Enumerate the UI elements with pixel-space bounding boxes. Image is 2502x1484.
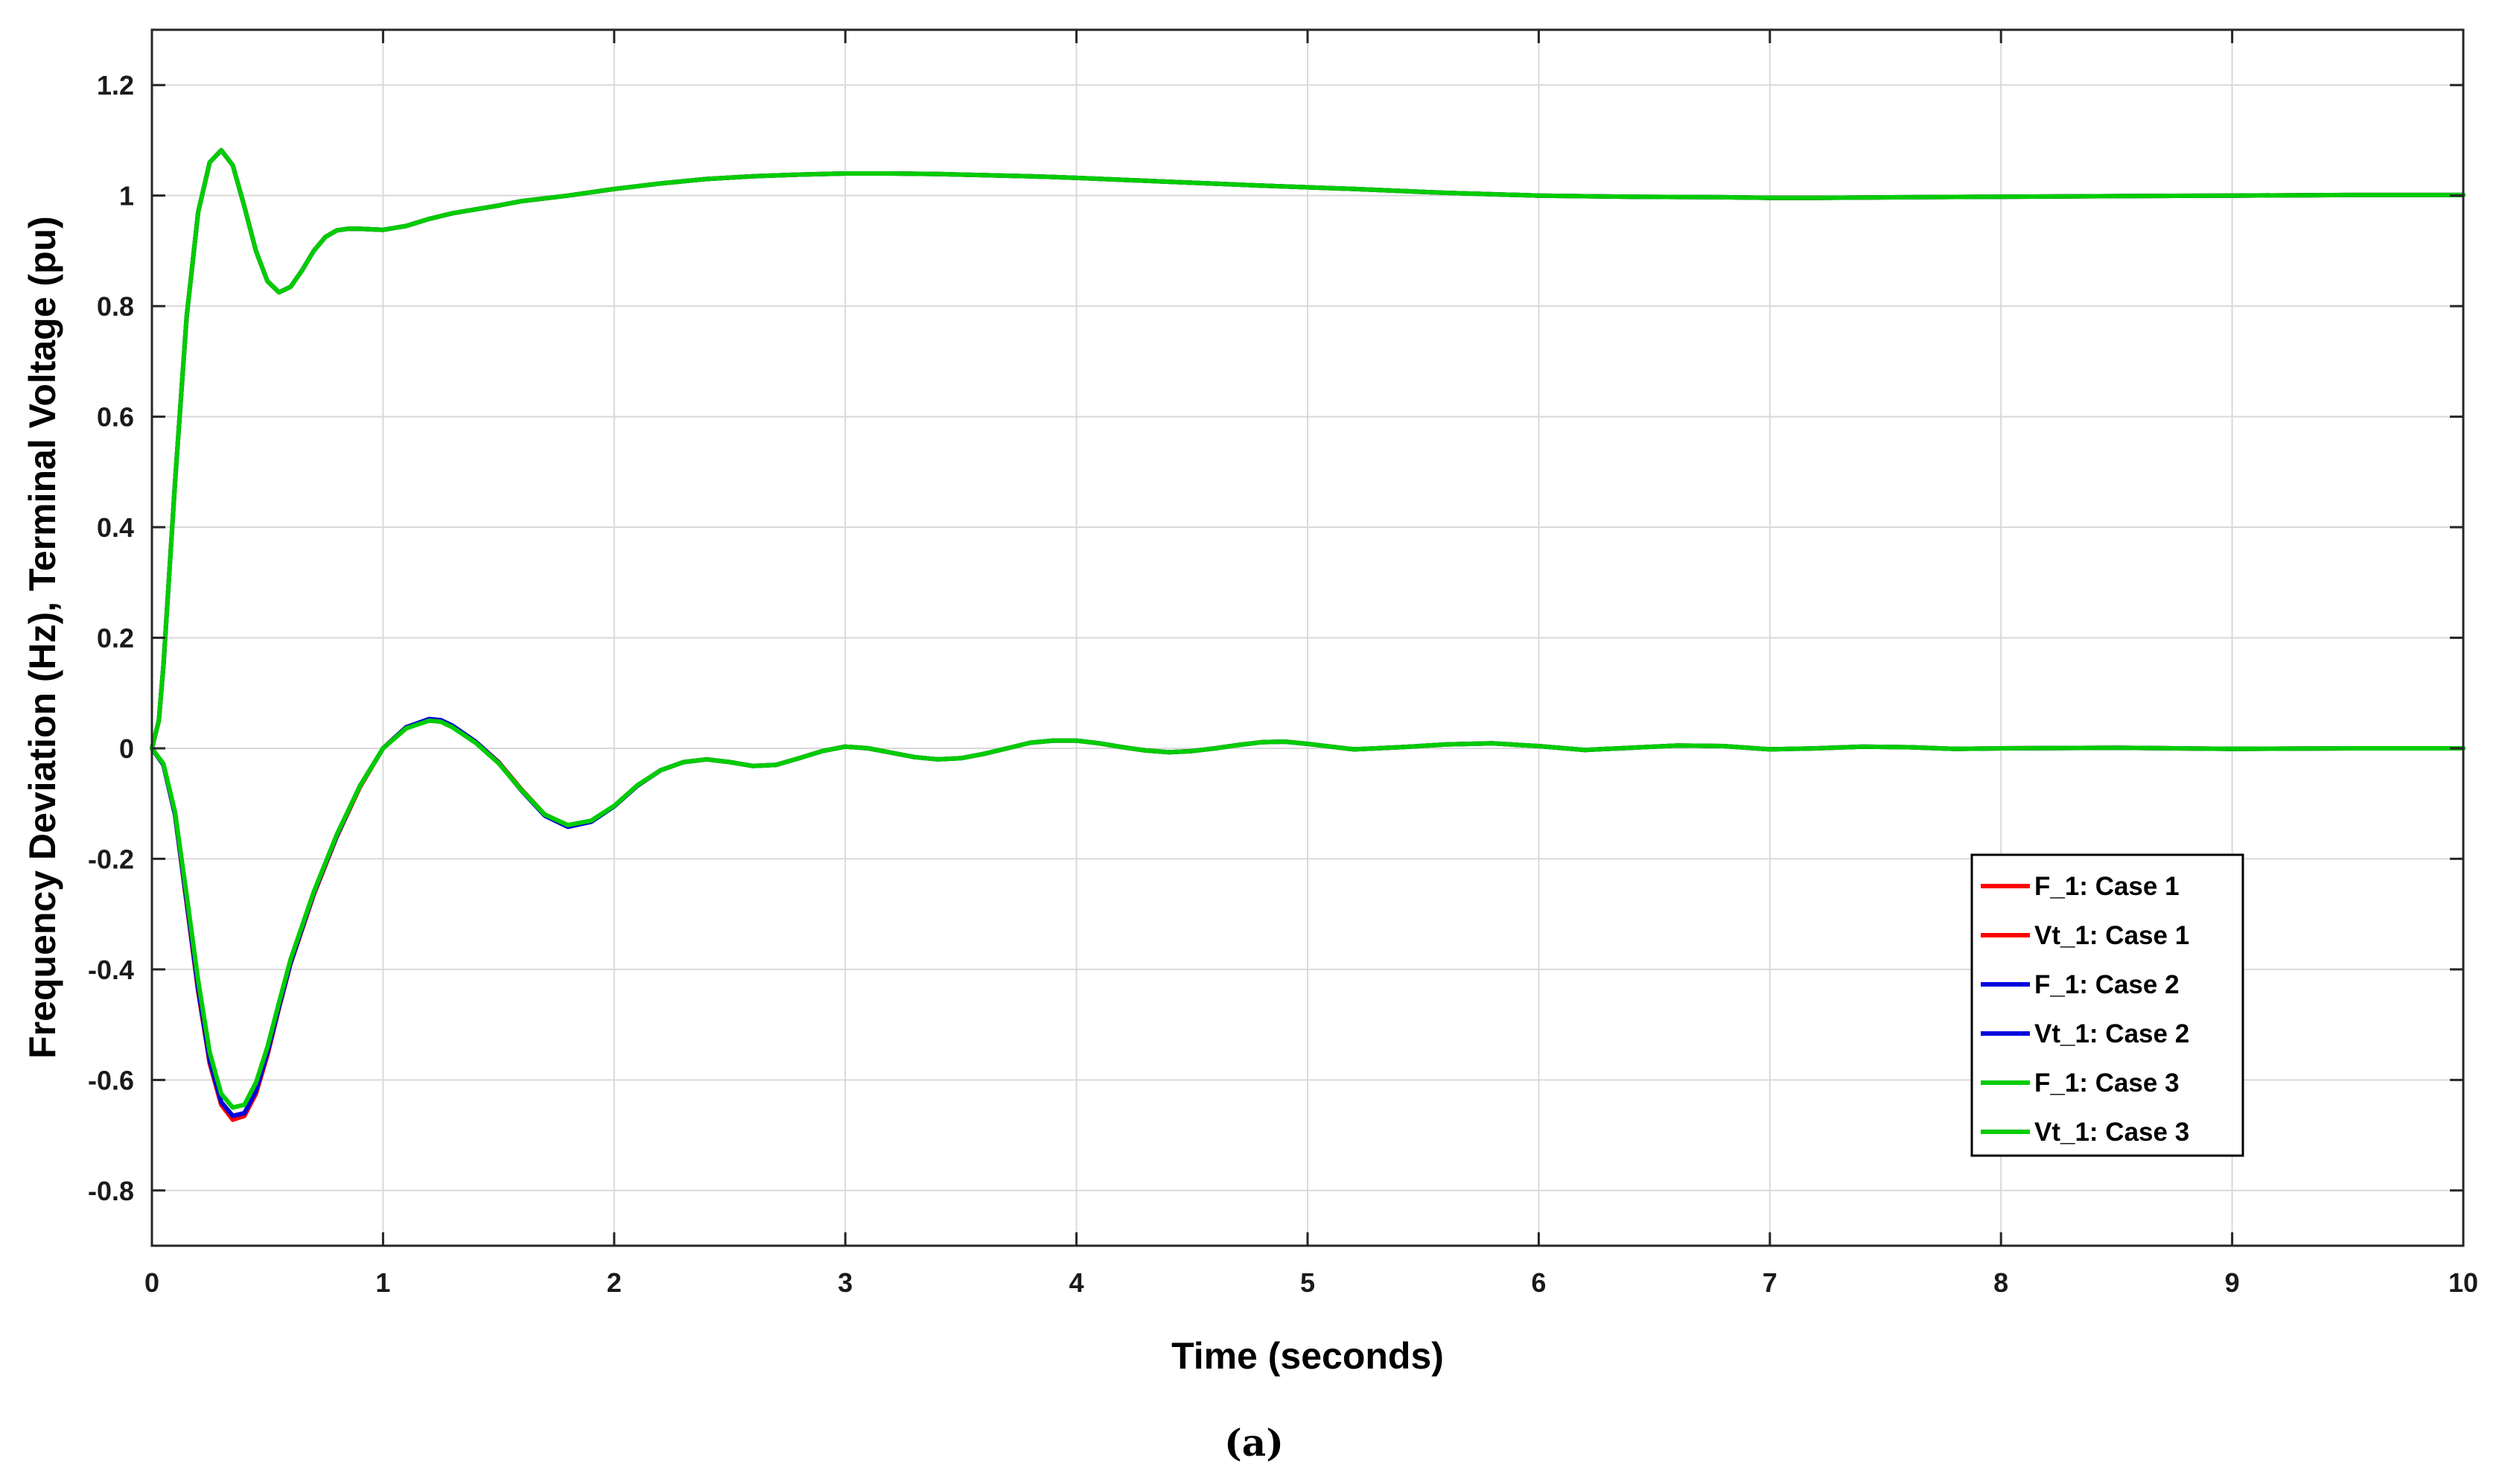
y-tick-label: 0.6 bbox=[97, 402, 134, 433]
x-tick-label: 9 bbox=[2225, 1267, 2240, 1298]
figure-caption: (a) bbox=[1224, 1421, 1284, 1465]
y-tick-label: 1.2 bbox=[97, 70, 134, 101]
y-tick-label: -0.2 bbox=[88, 844, 134, 874]
x-tick-label: 5 bbox=[1300, 1267, 1315, 1298]
y-axis-label: Frequency Deviation (Hz), Terminal Volta… bbox=[22, 216, 63, 1059]
series-lines bbox=[150, 147, 2466, 1122]
y-tick-label: 1 bbox=[119, 181, 134, 211]
x-tick-label: 8 bbox=[1993, 1267, 2008, 1298]
y-tick-label: 0.4 bbox=[97, 512, 134, 543]
x-tick-label: 1 bbox=[375, 1267, 390, 1298]
x-tick-label: 3 bbox=[838, 1267, 853, 1298]
x-tick-label: 6 bbox=[1531, 1267, 1546, 1298]
legend-entry: Vt_1: Case 3 bbox=[2034, 1118, 2189, 1147]
legend-box bbox=[1970, 853, 2244, 1157]
legend-entry: Vt_1: Case 2 bbox=[2034, 1019, 2189, 1048]
y-tick-label: 0 bbox=[119, 733, 134, 764]
y-tick-label: -0.4 bbox=[88, 955, 134, 985]
x-tick-label: 4 bbox=[1069, 1267, 1084, 1298]
y-tick-label: -0.8 bbox=[88, 1176, 134, 1206]
x-tick-label: 0 bbox=[144, 1267, 159, 1298]
y-tick-label: 0.2 bbox=[97, 623, 134, 654]
series-line-6 bbox=[150, 147, 2466, 751]
x-tick-label: 2 bbox=[607, 1267, 622, 1298]
x-tick-label: 7 bbox=[1763, 1267, 1777, 1298]
x-axis-label: Time (seconds) bbox=[1171, 1335, 1444, 1377]
x-tick-label: 10 bbox=[2448, 1267, 2478, 1298]
y-tick-label: 0.8 bbox=[97, 291, 134, 322]
y-tick-label: -0.6 bbox=[88, 1065, 134, 1095]
legend-entry: Vt_1: Case 1 bbox=[2034, 921, 2189, 950]
legend: F_1: Case 1 Vt_1: Case 1 F_1: Case 2 Vt_1: … bbox=[1970, 853, 2244, 1157]
legend-entry: F_1: Case 1 bbox=[2034, 872, 2180, 901]
series-line-5 bbox=[150, 718, 2466, 1110]
legend-entry: F_1: Case 2 bbox=[2034, 970, 2180, 999]
axis-ticks: 0 1 2 3 4 5 6 7 8 9 10 -0.8 -0.6 -0.4 -0.2 0 0.2 0.4 0.6 0.… bbox=[88, 30, 2478, 1298]
legend-entry: F_1: Case 3 bbox=[2034, 1069, 2180, 1098]
